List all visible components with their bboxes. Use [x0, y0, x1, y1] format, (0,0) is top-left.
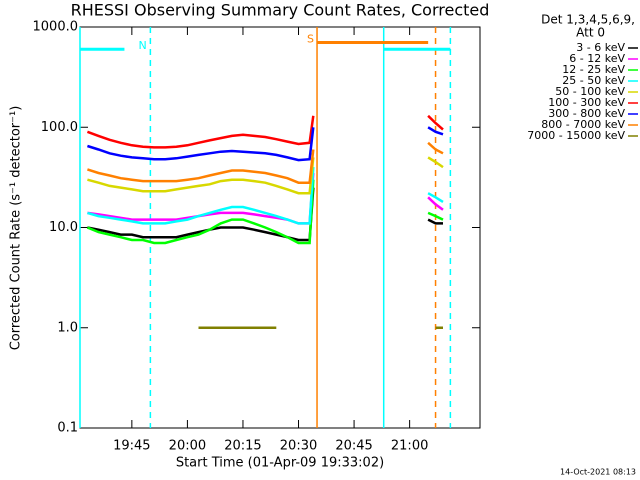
- chart-title: RHESSI Observing Summary Count Rates, Co…: [71, 1, 490, 20]
- series-line: [87, 141, 444, 184]
- y-tick-label: 0.1: [57, 421, 78, 436]
- legend-label: 3 - 6 keV: [576, 41, 625, 54]
- series-line: [86, 114, 444, 149]
- mode-label: S: [307, 33, 314, 46]
- x-tick-label: 19:45: [113, 439, 150, 454]
- series-line: [87, 126, 444, 162]
- legend-label: 50 - 100 keV: [555, 85, 625, 98]
- y-tick-label: 1000.0: [33, 20, 79, 35]
- series-line: [87, 167, 444, 225]
- series-line: [86, 179, 444, 245]
- legend-label: 7000 - 15000 keV: [527, 129, 625, 142]
- legend-label: 12 - 25 keV: [562, 63, 625, 76]
- series-line: [87, 156, 444, 195]
- mode-label: N: [138, 39, 146, 52]
- x-tick-label: 20:45: [335, 439, 372, 454]
- footer: 14-Oct-2021 08:13: [560, 468, 636, 477]
- legend-label: 100 - 300 keV: [548, 96, 625, 109]
- y-axis-label: Corrected Count Rate (s⁻¹ detector⁻¹): [9, 106, 24, 351]
- legend-label: 25 - 50 keV: [562, 74, 625, 87]
- x-tick-label: 20:00: [169, 439, 206, 454]
- y-tick-label: 100.0: [41, 120, 78, 135]
- x-tick-label: 21:00: [391, 439, 428, 454]
- x-axis-label: Start Time (01-Apr-09 19:33:02): [176, 456, 384, 471]
- legend-label: 800 - 7000 keV: [541, 118, 625, 131]
- legend-label: 300 - 800 keV: [548, 107, 625, 120]
- y-tick-label: 1.0: [57, 320, 78, 335]
- legend-header: Det 1,3,4,5,6,9,: [541, 13, 635, 27]
- legend-label: 6 - 12 keV: [569, 52, 625, 65]
- x-tick-label: 20:15: [224, 439, 261, 454]
- y-tick-label: 10.0: [49, 220, 78, 235]
- legend-header: Att 0: [576, 26, 605, 40]
- x-tick-label: 20:30: [280, 439, 317, 454]
